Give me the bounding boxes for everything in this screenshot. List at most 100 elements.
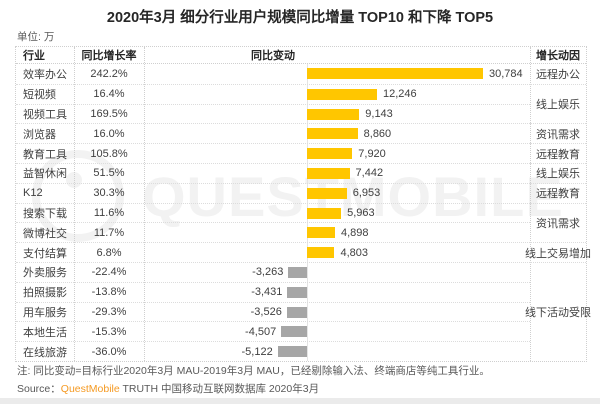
positive-bar (307, 247, 335, 259)
positive-bar (307, 88, 377, 100)
growth-rate-value: 30.3% (93, 187, 125, 200)
yoy-change-cell: 4,803 (144, 243, 530, 262)
driver-group-label: 线上娱乐 (530, 162, 586, 183)
bar-value-label: 30,784 (489, 67, 523, 80)
growth-rate-value: -29.3% (91, 305, 127, 318)
driver-group-label: 线上娱乐 (530, 83, 586, 124)
table-row: 用车服务 -29.3% -3,526 (16, 301, 530, 322)
growth-rate-value: -15.3% (91, 325, 127, 338)
yoy-change-cell: -4,507 (144, 322, 530, 341)
header-industry: 行业 (23, 50, 45, 62)
yoy-change-cell: 12,246 (144, 85, 530, 104)
growth-rate-value: 105.8% (90, 147, 128, 160)
yoy-change-cell: -3,526 (144, 303, 530, 322)
growth-rate-value: 16.4% (93, 88, 125, 101)
negative-bar (281, 326, 307, 338)
footnote: 注: 同比变动=目标行业2020年3月 MAU-2019年3月 MAU，已经剔除… (17, 365, 490, 377)
table-row: 拍照摄影 -13.8% -3,431 (16, 281, 530, 302)
questmobile-watermark: QUESTMOBILE (32, 150, 564, 242)
yoy-change-cell: -3,431 (144, 283, 530, 302)
industry-label: 视频工具 (23, 108, 67, 121)
table-row: 短视频 16.4% 12,246 (16, 83, 530, 104)
negative-bar (287, 286, 307, 298)
column-divider (144, 47, 145, 361)
industry-label: K12 (23, 187, 43, 200)
positive-bar (307, 227, 335, 239)
table-body: 效率办公 242.2% 30,784 短视频 16.4% 12,246 视频工具 169.5%… (16, 64, 530, 361)
table-row: 外卖服务 -22.4% -3,263 (16, 261, 530, 282)
industry-label: 在线旅游 (23, 346, 67, 359)
header-driver: 增长动因 (536, 50, 580, 62)
industry-label: 微博社交 (23, 227, 67, 240)
growth-rate-value: -36.0% (91, 345, 127, 358)
source-prefix: Source： (17, 383, 61, 395)
page-title: 2020年3月 细分行业用户规模同比增量 TOP10 和下降 TOP5 (106, 10, 494, 26)
bar-value-label: 9,143 (365, 107, 393, 120)
positive-bar (307, 68, 483, 79)
source-brand: QuestMobile (60, 383, 120, 395)
industry-label: 短视频 (23, 89, 56, 102)
industry-growth-table: 行业 同比增长率 同比变动 增长动因 效率办公 242.2% 30,784 短视频 16… (15, 46, 591, 362)
yoy-change-cell: 9,143 (144, 105, 530, 124)
driver-group-label: 线上交易增加 (525, 242, 591, 262)
industry-label: 本地生活 (23, 326, 67, 339)
table-row: 搜索下载 11.6% 5,963 (16, 202, 530, 223)
industry-label: 教育工具 (23, 148, 67, 161)
bar-value-label: -3,263 (252, 266, 284, 279)
table-row: 支付结算 6.8% 4,803 (16, 242, 530, 262)
column-divider (74, 47, 75, 361)
negative-bar (277, 346, 307, 358)
bar-value-label: 12,246 (383, 88, 417, 101)
table-row: 视频工具 169.5% 9,143 (16, 103, 530, 124)
table-row: K12 30.3% 6,953 (16, 182, 530, 203)
bar-value-label: 4,898 (341, 226, 369, 239)
table-row: 效率办公 242.2% 30,784 (16, 64, 530, 84)
growth-rate-value: 11.7% (93, 226, 125, 239)
table-row: 教育工具 105.8% 7,920 (16, 143, 530, 163)
positive-bar (307, 128, 358, 140)
yoy-change-cell: 7,442 (144, 164, 530, 183)
yoy-change-cell: -3,263 (144, 263, 530, 282)
watermark-text: QUESTMOBILE (142, 164, 564, 228)
bar-value-label: -5,122 (241, 345, 273, 358)
positive-bar (307, 167, 350, 179)
yoy-change-cell: 30,784 (144, 64, 530, 84)
table-header-row: 行业 同比增长率 同比变动 增长动因 (16, 47, 586, 64)
industry-label: 益智休闲 (23, 168, 67, 181)
growth-rate-value: 51.5% (93, 167, 125, 180)
yoy-change-cell: 4,898 (144, 223, 530, 242)
industry-label: 效率办公 (23, 68, 67, 81)
bar-value-label: -3,431 (251, 286, 283, 299)
positive-bar (307, 108, 360, 120)
driver-column: 远程办公 线上娱乐 资讯需求 远程教育 线上娱乐 远程教育 资讯需求 线上交易增加 线下活动受限 (525, 64, 591, 361)
negative-bar (286, 306, 307, 318)
industry-label: 用车服务 (23, 306, 67, 319)
table-row: 益智休闲 51.5% 7,442 (16, 162, 530, 183)
industry-label: 外卖服务 (23, 267, 67, 280)
driver-group-label: 资讯需求 (530, 202, 586, 243)
source-line: Source：QuestMobile TRUTH 中国移动互联网数据库 2020… (17, 381, 319, 396)
bar-value-label: 5,963 (347, 206, 375, 219)
growth-rate-value: 242.2% (90, 67, 128, 80)
industry-label: 搜索下载 (23, 207, 67, 220)
growth-rate-value: 16.0% (93, 127, 125, 140)
driver-group-label: 线下活动受限 (525, 261, 591, 361)
positive-bar (307, 148, 353, 160)
bar-value-label: 7,442 (355, 167, 384, 180)
yoy-change-cell: 7,920 (144, 144, 530, 163)
industry-label: 支付结算 (23, 247, 67, 260)
yoy-change-cell: 6,953 (144, 184, 530, 203)
positive-bar (307, 207, 342, 219)
growth-rate-value: 6.8% (96, 246, 122, 259)
yoy-change-cell: -5,122 (144, 342, 530, 361)
bar-value-label: -4,507 (245, 325, 277, 338)
growth-rate-value: 11.6% (93, 206, 125, 219)
growth-rate-value: 169.5% (90, 107, 128, 120)
table-row: 浏览器 16.0% 8,860 (16, 123, 530, 143)
negative-bar (288, 266, 307, 278)
yoy-change-cell: 8,860 (144, 124, 530, 143)
table-row: 本地生活 -15.3% -4,507 (16, 321, 530, 341)
driver-group-label: 远程办公 (536, 68, 580, 81)
bar-value-label: 8,860 (363, 127, 392, 140)
